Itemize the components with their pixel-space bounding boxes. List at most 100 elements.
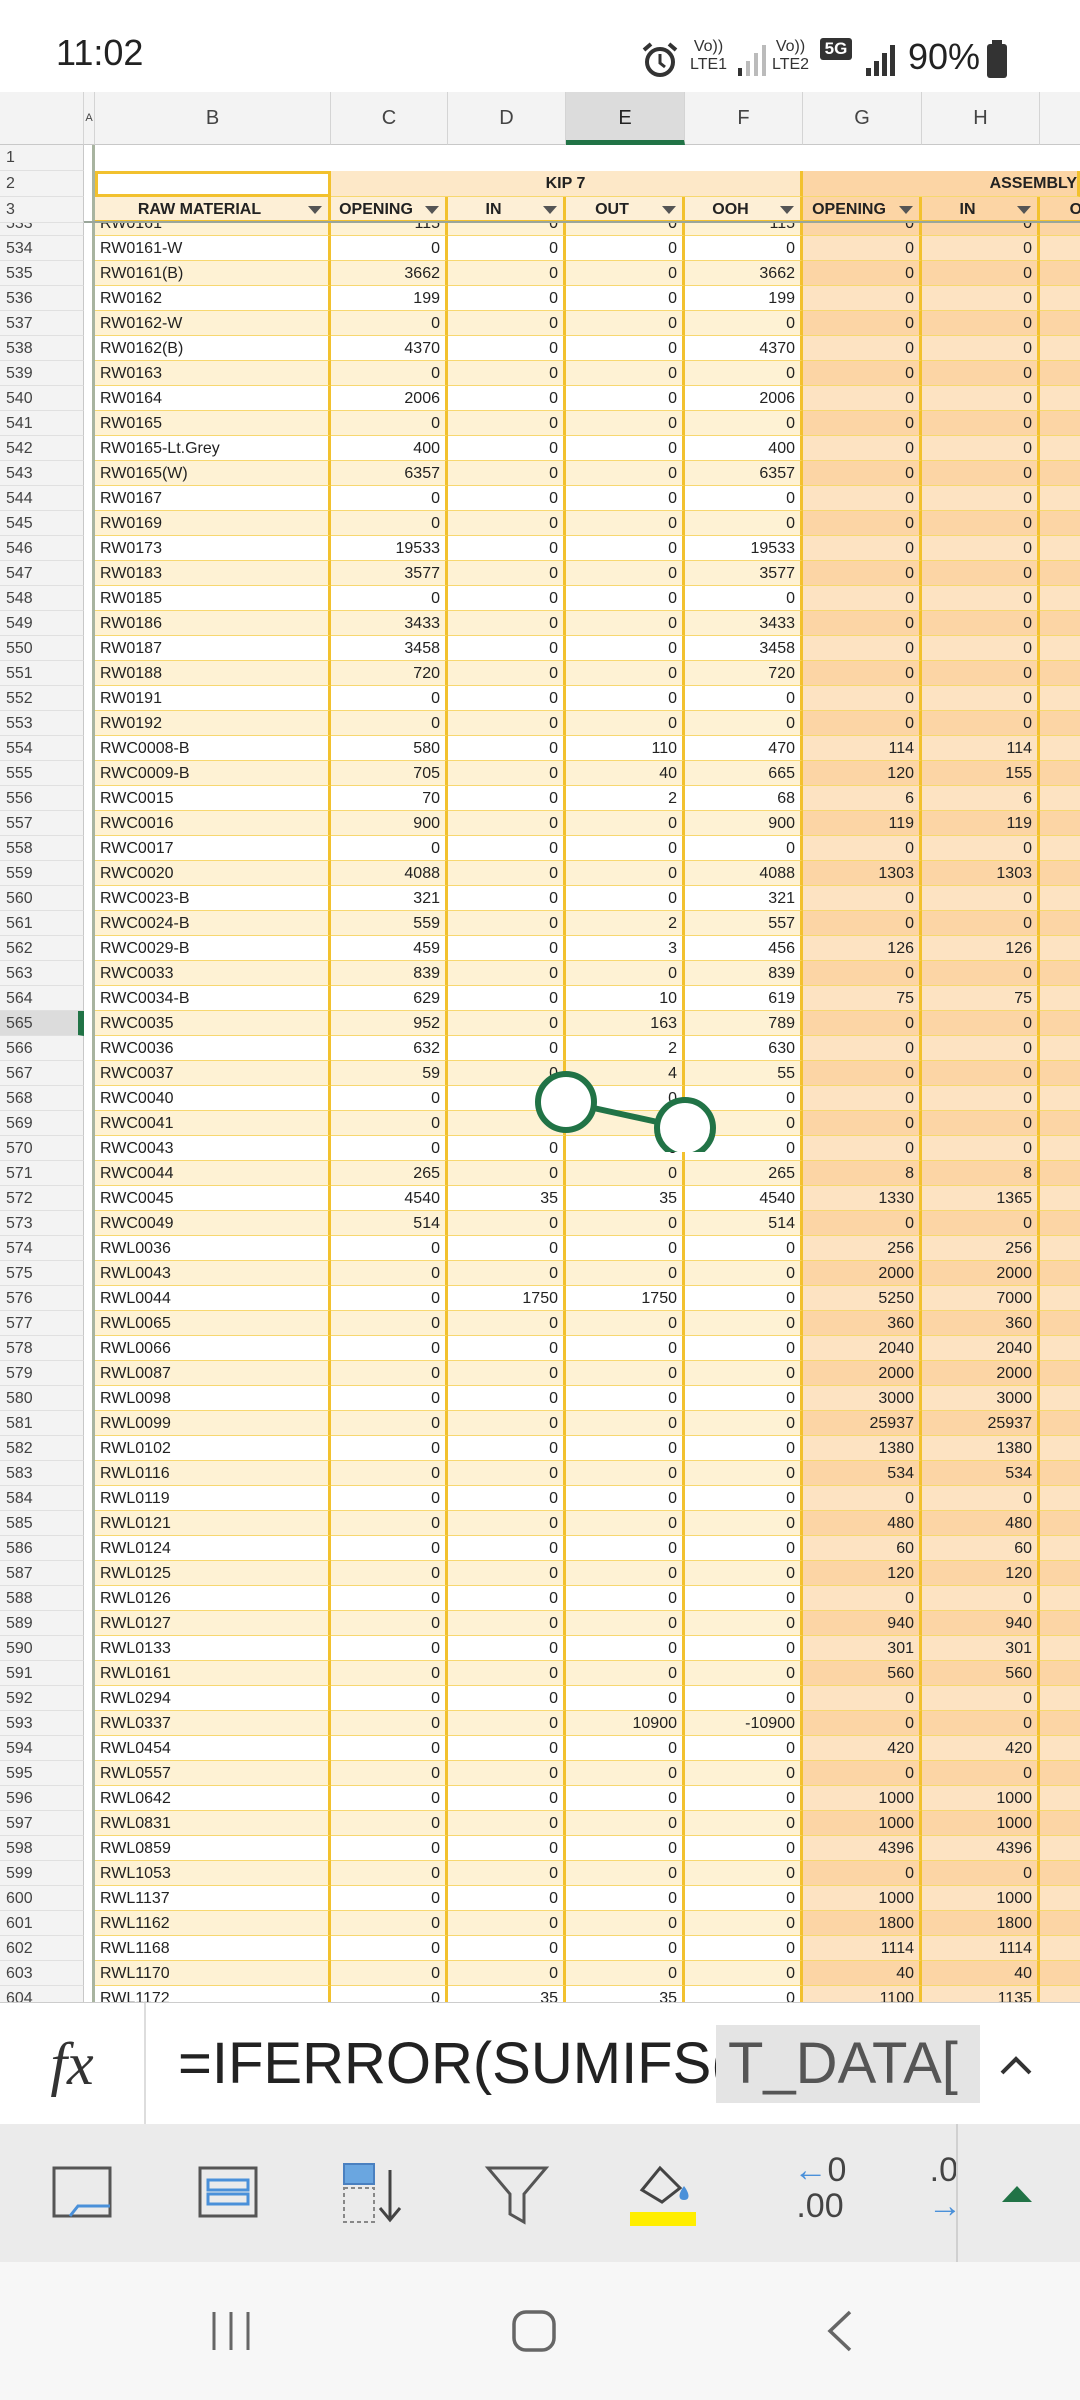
row-number[interactable]: 546 <box>0 535 84 561</box>
table-cell[interactable]: 0 <box>803 1710 922 1736</box>
table-cell[interactable]: 19533 <box>331 535 448 561</box>
table-cell[interactable]: 0 <box>922 1085 1040 1111</box>
table-cell[interactable]: 0 <box>685 710 803 736</box>
row-number[interactable]: 552 <box>0 685 84 711</box>
table-cell[interactable]: 560 <box>803 1660 922 1686</box>
table-cell[interactable]: 0 <box>448 1910 566 1936</box>
table-cell[interactable]: 0 <box>922 585 1040 611</box>
row-number[interactable]: 535 <box>0 260 84 286</box>
table-cell[interactable]: RWL1170 <box>95 1960 331 1986</box>
table-cell[interactable]: 0 <box>448 1535 566 1561</box>
table-cell[interactable] <box>1040 1610 1080 1636</box>
table-cell[interactable]: 6357 <box>685 460 803 486</box>
selection-handle[interactable] <box>535 1071 597 1133</box>
column-header[interactable]: B <box>95 92 331 145</box>
table-cell[interactable]: 119 <box>803 810 922 836</box>
table-cell[interactable]: 0 <box>448 960 566 986</box>
row-number[interactable]: 578 <box>0 1335 84 1361</box>
table-cell[interactable]: 0 <box>922 510 1040 536</box>
table-cell[interactable]: 0 <box>448 635 566 661</box>
table-cell[interactable]: 0 <box>685 1910 803 1936</box>
table-cell[interactable] <box>1040 1435 1080 1461</box>
row-number[interactable]: 567 <box>0 1060 84 1086</box>
table-cell[interactable]: 0 <box>448 710 566 736</box>
table-cell[interactable]: 0 <box>566 1660 685 1686</box>
table-header[interactable]: OOH <box>685 197 803 223</box>
table-cell[interactable]: 1000 <box>803 1785 922 1811</box>
table-cell[interactable]: 1000 <box>922 1810 1040 1836</box>
table-cell[interactable]: 0 <box>803 235 922 261</box>
row-number[interactable]: 561 <box>0 910 84 936</box>
table-cell[interactable]: 0 <box>922 1110 1040 1136</box>
table-cell[interactable]: 480 <box>803 1510 922 1536</box>
table-cell[interactable]: 155 <box>922 760 1040 786</box>
table-cell[interactable]: 0 <box>803 960 922 986</box>
table-cell[interactable] <box>1040 685 1080 711</box>
table-cell[interactable]: 900 <box>685 810 803 836</box>
table-cell[interactable]: 0 <box>448 1260 566 1286</box>
table-cell[interactable]: 120 <box>803 1560 922 1586</box>
table-cell[interactable]: 2000 <box>922 1360 1040 1386</box>
table-cell[interactable]: 0 <box>685 1535 803 1561</box>
table-cell[interactable]: 0 <box>922 1860 1040 1886</box>
table-cell[interactable]: 35 <box>566 1185 685 1211</box>
table-cell[interactable]: 6 <box>922 785 1040 811</box>
table-cell[interactable]: 0 <box>331 1285 448 1311</box>
table-cell[interactable] <box>1040 935 1080 961</box>
table-cell[interactable]: 199 <box>331 285 448 311</box>
row-number[interactable]: 553 <box>0 710 84 736</box>
selection-handle[interactable] <box>654 1097 716 1152</box>
spreadsheet[interactable]: A B C D E F G H 1 2 3 KIP 7 ASSEMBLY RAW MATERIAL OPEN… <box>0 92 1080 2002</box>
table-cell[interactable]: RWL1053 <box>95 1860 331 1886</box>
table-cell[interactable]: 420 <box>803 1735 922 1761</box>
table-cell[interactable]: 0 <box>448 585 566 611</box>
table-cell[interactable]: 0 <box>566 1635 685 1661</box>
table-cell[interactable]: 0 <box>922 335 1040 361</box>
table-cell[interactable] <box>1040 1035 1080 1061</box>
table-cell[interactable] <box>1040 535 1080 561</box>
fx-label[interactable]: fx <box>0 2003 146 2125</box>
row-number[interactable]: 585 <box>0 1510 84 1536</box>
table-cell[interactable]: 0 <box>685 1935 803 1961</box>
table-cell[interactable]: 0 <box>803 460 922 486</box>
table-cell[interactable]: 0 <box>922 960 1040 986</box>
table-cell[interactable]: 0 <box>922 385 1040 411</box>
table-cell[interactable]: 0 <box>448 410 566 436</box>
formula-bar[interactable]: fx =IFERROR(SUMIFS( T_DATA[ <box>0 2002 1080 2125</box>
table-cell[interactable]: 0 <box>685 1285 803 1311</box>
table-cell[interactable]: 0 <box>448 535 566 561</box>
table-cell[interactable]: 0 <box>685 235 803 261</box>
table-cell[interactable]: 256 <box>922 1235 1040 1261</box>
table-cell[interactable]: 0 <box>685 1310 803 1336</box>
table-cell[interactable] <box>1040 235 1080 261</box>
table-cell[interactable]: 1750 <box>566 1285 685 1311</box>
table-cell[interactable]: 0 <box>448 1135 566 1161</box>
table-cell[interactable]: RWC0023-B <box>95 885 331 911</box>
table-cell[interactable] <box>1040 510 1080 536</box>
table-cell[interactable]: 0 <box>331 1910 448 1936</box>
table-cell[interactable]: 4540 <box>685 1185 803 1211</box>
table-cell[interactable]: 0 <box>922 535 1040 561</box>
table-cell[interactable]: 0 <box>922 910 1040 936</box>
table-cell[interactable]: RWL0087 <box>95 1360 331 1386</box>
table-cell[interactable]: RWC0043 <box>95 1135 331 1161</box>
table-cell[interactable] <box>1040 1360 1080 1386</box>
row-number[interactable]: 560 <box>0 885 84 911</box>
table-cell[interactable]: 0 <box>331 1610 448 1636</box>
table-cell[interactable]: 0 <box>566 1160 685 1186</box>
table-cell[interactable]: 0 <box>448 1610 566 1636</box>
table-cell[interactable]: 619 <box>685 985 803 1011</box>
table-cell[interactable]: 0 <box>566 1585 685 1611</box>
table-cell[interactable]: 0 <box>448 360 566 386</box>
table-cell[interactable]: 0 <box>566 335 685 361</box>
row-number[interactable]: 581 <box>0 1410 84 1436</box>
column-header[interactable]: F <box>685 92 803 145</box>
table-cell[interactable]: 114 <box>803 735 922 761</box>
table-cell[interactable]: 0 <box>685 1860 803 1886</box>
back-button[interactable] <box>822 2308 856 2354</box>
table-cell[interactable]: 3577 <box>685 560 803 586</box>
row-number[interactable]: 596 <box>0 1785 84 1811</box>
table-cell[interactable]: 0 <box>331 1260 448 1286</box>
table-cell[interactable]: 0 <box>566 310 685 336</box>
table-cell[interactable]: 0 <box>331 1585 448 1611</box>
